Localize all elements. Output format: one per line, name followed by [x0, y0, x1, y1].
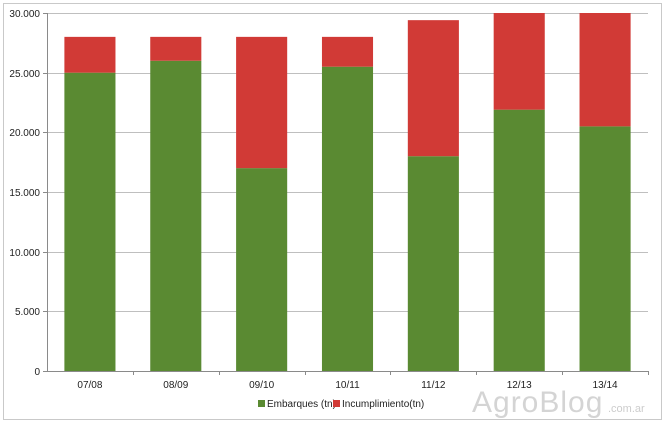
watermark-main-text: AgroBlog: [472, 386, 603, 419]
bar-incumplimiento: [407, 20, 459, 157]
y-axis: 0 5.000 10.000 15.000 20.000 25.000 30.000: [9, 9, 48, 378]
bar-incumplimiento: [150, 36, 202, 61]
bar-incumplimiento: [579, 13, 631, 127]
legend-swatch-incumplimiento: [333, 400, 340, 407]
x-axis: 07/08 08/09 09/10 10/11 11/12 12/13 13/14: [77, 371, 649, 391]
bar-embarques: [150, 60, 202, 371]
legend: Embarques (tn) Incumplimiento(tn): [258, 399, 424, 410]
legend-swatch-embarques: [258, 400, 265, 407]
y-tick-label: 0: [34, 367, 40, 378]
bar-incumplimiento: [236, 36, 288, 169]
x-tick-label: 09/10: [249, 380, 274, 391]
x-tick-label: 10/11: [335, 380, 360, 391]
y-tick-label: 15.000: [9, 188, 40, 199]
x-tick-label: 07/08: [77, 380, 102, 391]
x-tick-label: 12/13: [507, 380, 532, 391]
y-tick-label: 20.000: [9, 128, 40, 139]
bar-embarques: [64, 72, 116, 372]
bar-embarques: [579, 126, 631, 371]
agroblog-watermark-logo: AgroBlog .com.ar: [472, 386, 645, 419]
bar-incumplimiento: [64, 36, 116, 73]
bar-embarques: [236, 168, 288, 371]
watermark-sub-text: .com.ar: [608, 403, 645, 415]
bar-embarques: [321, 66, 374, 371]
bar-embarques: [407, 156, 459, 371]
bar-incumplimiento: [321, 36, 374, 67]
y-tick-label: 5.000: [15, 307, 40, 318]
bar-incumplimiento: [493, 13, 545, 110]
y-tick-label: 10.000: [9, 248, 40, 259]
legend-label-embarques: Embarques (tn): [267, 399, 336, 410]
y-tick-label: 30.000: [9, 9, 40, 20]
bars: [64, 13, 631, 372]
bar-embarques: [493, 109, 545, 371]
y-tick-label: 25.000: [9, 69, 40, 80]
x-tick-label: 08/09: [163, 380, 188, 391]
x-tick-label: 11/12: [421, 380, 446, 391]
x-tick-label: 13/14: [593, 380, 618, 391]
legend-label-incumplimiento: Incumplimiento(tn): [342, 399, 424, 410]
